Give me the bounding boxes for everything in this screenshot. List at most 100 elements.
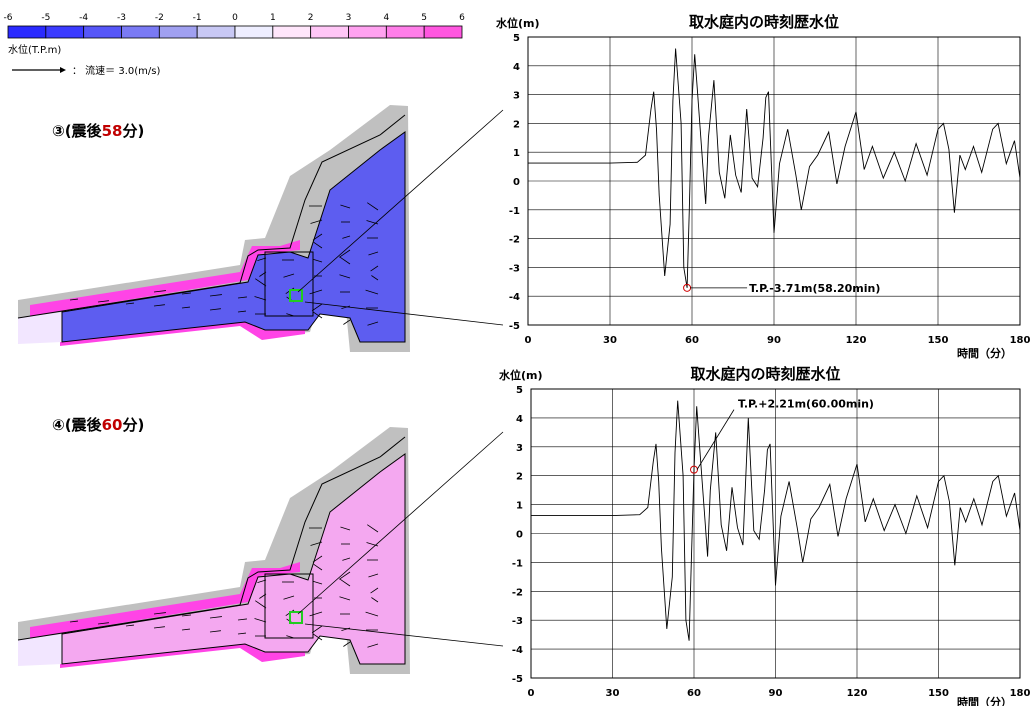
flow-map-60min: [17, 427, 410, 674]
velocity-vector-icon: [341, 305, 351, 310]
velocity-vector-icon: [367, 202, 379, 211]
panel2-title: ④(震後60分): [52, 416, 144, 434]
velocity-vector-icon: [286, 313, 295, 317]
velocity-vector-icon: [209, 616, 222, 619]
y-axis-label: 水位(m): [496, 16, 540, 30]
x-tick-label: 0: [525, 335, 532, 346]
magenta-edge-top: [30, 240, 300, 316]
velocity-vector-icon: [237, 296, 247, 299]
velocity-vector-icon: [153, 304, 165, 307]
velocity-vector-icon: [312, 311, 323, 319]
velocity-vector-icon: [339, 249, 351, 258]
legend-swatch: [158, 25, 198, 39]
panel2-number: ④: [52, 416, 65, 434]
x-tick-label: 90: [767, 335, 781, 346]
velocity-vector-icon: [339, 256, 351, 265]
water-level-chart-2: 5 4 3 2 1 0 -1 -2 -3 -4 -5 0 30 60 90 120 150 180 取水庭内の時刻歴…: [499, 365, 1030, 706]
velocity-vector-icon: [368, 251, 379, 256]
velocity-vector-icon: [367, 643, 379, 648]
y-axis-label: 水位(m): [499, 368, 543, 382]
velocity-vector-icon: [97, 622, 109, 625]
velocity-vector-icon: [69, 620, 78, 623]
velocity-vector-icon: [254, 618, 267, 623]
legend-tick-label: 1: [270, 13, 276, 23]
velocity-vector-icon: [339, 274, 351, 279]
velocity-vector-icon: [310, 541, 323, 546]
callout-line-2b: [304, 623, 504, 647]
velocity-vector-icon: [313, 258, 323, 263]
velocity-vector-icon: [340, 526, 351, 531]
y-tick-label: 1: [513, 148, 520, 159]
legend-swatch: [196, 25, 236, 39]
velocity-vector-icon: [181, 292, 191, 295]
velocity-vector-icon: [340, 204, 351, 209]
velocity-vector-icon: [343, 641, 351, 647]
y-tick-label: 3: [516, 443, 523, 454]
legend-tick-label: -3: [117, 13, 126, 23]
velocity-vector-icon: [368, 573, 379, 578]
legend-tick-label: 3: [346, 13, 352, 23]
x-tick-label: 90: [769, 688, 783, 699]
legend-swatch: [7, 25, 47, 39]
x-tick-label: 180: [1010, 335, 1031, 346]
panel1-open: (震後: [65, 122, 103, 140]
velocity-vector-icon: [342, 557, 351, 561]
legend-swatch: [385, 25, 425, 39]
velocity-label: ： 流速＝ 3.0(m/s): [72, 64, 160, 77]
chart-title: 取水庭内の時刻歴水位: [689, 13, 839, 31]
velocity-vector-icon: [257, 257, 267, 262]
velocity-vector-icon: [313, 242, 323, 249]
velocity-vector-icon: [311, 303, 323, 312]
y-tick-label: -5: [512, 674, 523, 685]
x-tick-label: 120: [846, 335, 867, 346]
velocity-vector-icon: [339, 578, 351, 587]
x-tick-label: 150: [928, 335, 949, 346]
y-tick-label: 5: [516, 385, 523, 396]
callout-line-2a: [297, 431, 504, 615]
velocity-vector-icon: [153, 612, 166, 615]
y-tick-label: 4: [516, 414, 523, 425]
legend-label: 水位(T.P.m): [8, 43, 61, 56]
velocity-vector-icon: [313, 580, 323, 585]
legend-tick-label: -6: [4, 13, 13, 23]
velocity-vector-icon: [370, 587, 379, 594]
legend-swatch: [121, 25, 160, 39]
y-tick-label: -4: [512, 645, 523, 656]
velocity-vector-icon: [312, 233, 323, 241]
velocity-vector-icon: [125, 302, 134, 305]
panel2-open: (震後: [65, 416, 103, 434]
color-scale-legend: -6 -5 -4 -3 -2 -1 0 1 2 3 4 5 6: [4, 13, 465, 39]
water-body: [61, 131, 406, 343]
velocity-vector-icon: [365, 611, 379, 617]
y-tick-label: 1: [516, 501, 523, 512]
y-tick-label: 0: [516, 530, 523, 541]
velocity-vector-icon: [237, 618, 247, 621]
velocity-vector-icon: [153, 626, 165, 629]
y-tick-label: -2: [512, 587, 523, 598]
velocity-vector-icon: [209, 294, 222, 297]
velocity-vector-icon: [209, 630, 221, 633]
velocity-vector-icon: [255, 600, 267, 609]
panel1-title: ③(震後58分): [52, 122, 144, 140]
x-tick-label: 120: [847, 688, 868, 699]
velocity-vector-icon: [283, 273, 295, 278]
velocity-vector-icon: [309, 289, 323, 295]
velocity-vector-icon: [259, 593, 267, 599]
probe-point-marker: [289, 289, 303, 302]
velocity-vector-icon: [254, 296, 267, 301]
x-tick-label: 180: [1010, 688, 1031, 699]
velocity-vector-icon: [209, 308, 221, 311]
x-axis-label: 時間（分）: [957, 346, 1012, 360]
panel1-close: 分): [122, 122, 144, 140]
probe-point-marker: [289, 611, 303, 624]
velocity-vector-icon: [181, 628, 190, 631]
x-tick-label: 30: [603, 335, 617, 346]
water-level-series-line: [531, 400, 1021, 641]
y-tick-label: 2: [516, 472, 523, 483]
legend-swatch: [310, 25, 349, 39]
velocity-vector-icon: [343, 319, 351, 325]
water-level-chart-1: 5 4 3 2 1 0 -1 -2 -3 -4 -5 0 30 60 90 120 150 180 取水庭内の時刻歴…: [496, 13, 1030, 360]
velocity-vector-icon: [342, 235, 351, 239]
legend-swatch: [45, 25, 85, 39]
y-tick-label: -1: [512, 558, 523, 569]
